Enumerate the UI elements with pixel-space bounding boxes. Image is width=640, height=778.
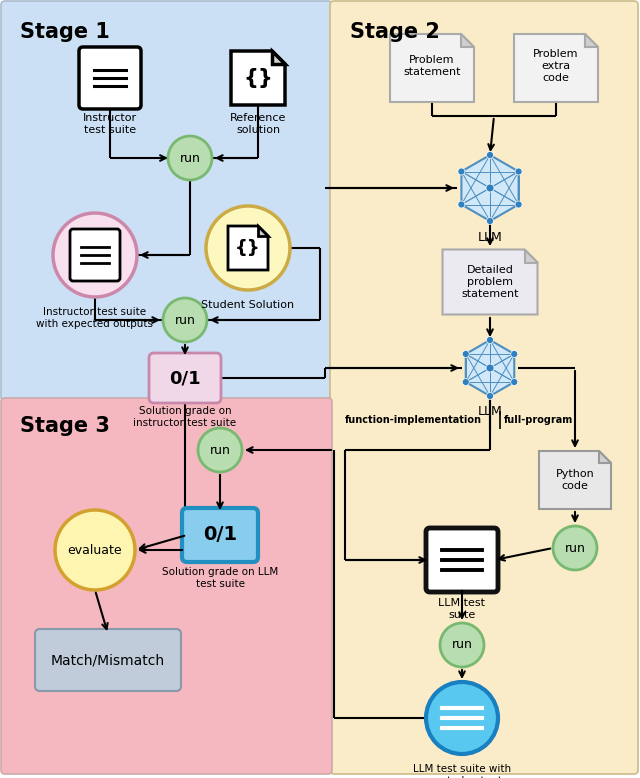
Text: Problem
extra
code: Problem extra code [533, 49, 579, 82]
Polygon shape [272, 51, 285, 64]
Polygon shape [514, 34, 598, 102]
Circle shape [486, 218, 493, 225]
Text: Problem
statement: Problem statement [403, 55, 461, 77]
FancyBboxPatch shape [426, 528, 498, 592]
Text: Solution grade on LLM
test suite: Solution grade on LLM test suite [162, 567, 278, 589]
Circle shape [198, 428, 242, 472]
Circle shape [163, 298, 207, 342]
Circle shape [511, 379, 518, 386]
Circle shape [53, 213, 137, 297]
FancyBboxPatch shape [330, 1, 638, 774]
FancyBboxPatch shape [1, 398, 332, 774]
Text: 0/1: 0/1 [203, 525, 237, 545]
Circle shape [486, 184, 494, 192]
Circle shape [55, 510, 135, 590]
Text: Instructor
test suite: Instructor test suite [83, 113, 137, 135]
Polygon shape [539, 451, 611, 509]
Text: Reference
solution: Reference solution [230, 113, 286, 135]
Text: run: run [209, 443, 230, 457]
Polygon shape [525, 250, 538, 262]
Text: run: run [180, 152, 200, 164]
Circle shape [206, 206, 290, 290]
Text: evaluate: evaluate [68, 544, 122, 556]
Text: Stage 2: Stage 2 [350, 22, 440, 42]
FancyBboxPatch shape [1, 1, 332, 401]
Polygon shape [390, 34, 474, 102]
Text: Stage 3: Stage 3 [20, 416, 110, 436]
Circle shape [462, 351, 469, 358]
Polygon shape [258, 226, 268, 236]
Text: LLM: LLM [477, 405, 502, 418]
FancyBboxPatch shape [182, 508, 258, 562]
Text: Python
code: Python code [556, 469, 595, 491]
Polygon shape [599, 451, 611, 463]
Text: Solution grade on
instructor test suite: Solution grade on instructor test suite [133, 406, 237, 428]
Circle shape [515, 168, 522, 175]
Circle shape [553, 526, 597, 570]
Circle shape [426, 682, 498, 754]
Text: Match/Mismatch: Match/Mismatch [51, 653, 165, 667]
Polygon shape [466, 340, 515, 396]
Text: run: run [564, 541, 586, 555]
Circle shape [458, 168, 465, 175]
Polygon shape [442, 250, 538, 314]
Polygon shape [461, 155, 518, 221]
Text: LLM test
suite: LLM test suite [438, 598, 486, 619]
Circle shape [458, 201, 465, 208]
FancyBboxPatch shape [149, 353, 221, 403]
Text: function-implementation: function-implementation [345, 415, 482, 425]
Circle shape [462, 379, 469, 386]
Circle shape [486, 152, 493, 159]
Text: full-program: full-program [504, 415, 573, 425]
Text: {}: {} [235, 239, 261, 257]
Circle shape [486, 364, 494, 372]
Text: Student Solution: Student Solution [202, 300, 294, 310]
Text: Stage 1: Stage 1 [20, 22, 110, 42]
Circle shape [486, 392, 493, 399]
Text: 0/1: 0/1 [169, 369, 201, 387]
Circle shape [515, 201, 522, 208]
Text: LLM: LLM [477, 231, 502, 244]
Text: run: run [175, 314, 195, 327]
Circle shape [440, 623, 484, 667]
Text: Detailed
problem
statement: Detailed problem statement [461, 265, 519, 299]
Circle shape [168, 136, 212, 180]
Polygon shape [231, 51, 285, 105]
FancyBboxPatch shape [70, 229, 120, 281]
Polygon shape [461, 34, 474, 47]
Text: Instructor test suite
with expected outputs: Instructor test suite with expected outp… [36, 307, 154, 328]
Polygon shape [585, 34, 598, 47]
FancyBboxPatch shape [35, 629, 181, 691]
Text: {}: {} [243, 68, 273, 88]
Text: LLM test suite with
expected outputs: LLM test suite with expected outputs [413, 764, 511, 778]
Polygon shape [228, 226, 268, 270]
Circle shape [486, 337, 493, 344]
FancyBboxPatch shape [79, 47, 141, 109]
Circle shape [511, 351, 518, 358]
Text: run: run [452, 639, 472, 651]
